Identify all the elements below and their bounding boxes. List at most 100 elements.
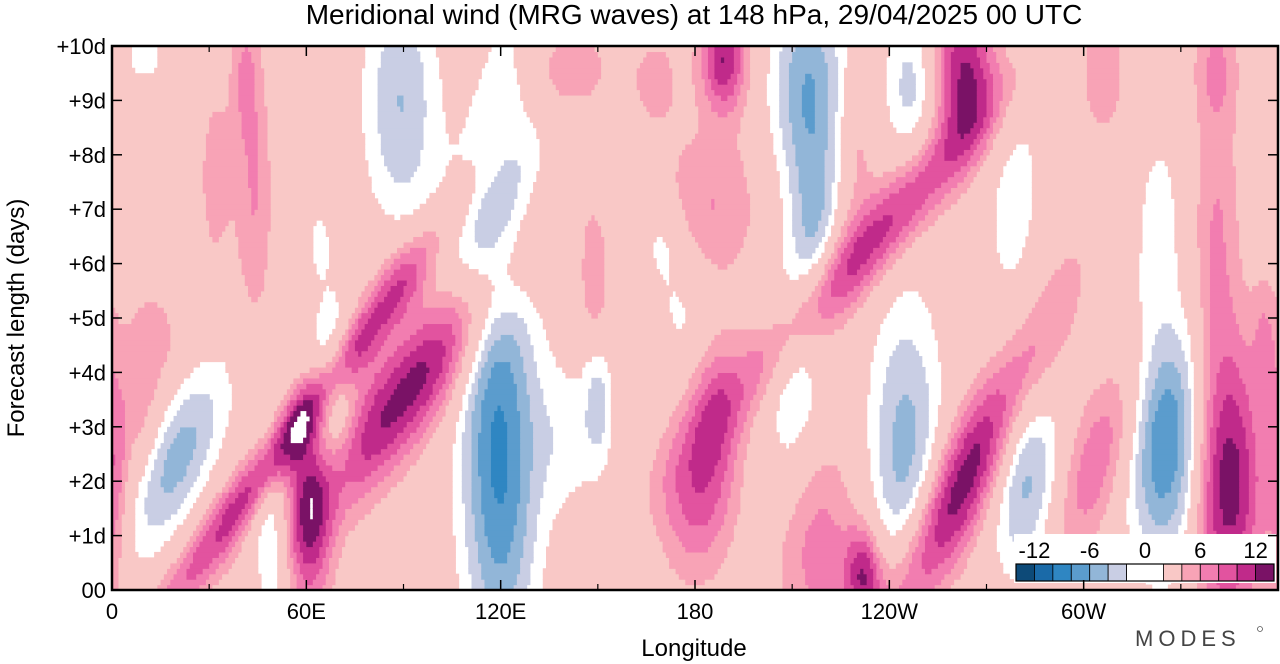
contour-cell (1077, 481, 1104, 488)
contour-cell (163, 464, 188, 471)
contour-cell (1090, 100, 1117, 107)
contour-cell (992, 138, 1201, 145)
contour-cell (847, 56, 887, 63)
contour-cell (1138, 448, 1143, 455)
contour-cell (374, 296, 385, 303)
contour-cell (490, 182, 518, 189)
contour-cell (432, 399, 443, 406)
contour-cell (316, 415, 324, 422)
contour-cell (905, 573, 945, 580)
contour-cell (1219, 105, 1237, 112)
contour-cell (711, 198, 716, 205)
contour-cell (950, 62, 962, 69)
contour-cell (231, 46, 246, 53)
contour-cell (316, 557, 324, 564)
contour-cell (1119, 394, 1140, 401)
contour-cell (390, 394, 418, 401)
contour-cell (465, 345, 479, 352)
contour-cell (445, 350, 453, 357)
contour-cell (824, 171, 835, 178)
contour-cell (727, 551, 784, 558)
contour-cell (740, 51, 745, 58)
contour-cell (510, 274, 583, 281)
contour-cell (1255, 502, 1279, 509)
contour-cell (737, 252, 784, 259)
contour-cell (924, 84, 936, 91)
contour-cell (944, 116, 949, 123)
contour-cell (908, 470, 920, 477)
contour-cell (983, 160, 1007, 167)
contour-cell (931, 568, 952, 575)
contour-cell (795, 508, 819, 515)
contour-cell (960, 448, 971, 455)
contour-cell (678, 192, 751, 199)
contour-cell (782, 133, 793, 140)
contour-cell (957, 84, 978, 91)
contour-cell (319, 394, 327, 401)
contour-cell (1200, 192, 1237, 199)
contour-cell (286, 399, 291, 406)
contour-cell (811, 405, 868, 412)
contour-cell (403, 356, 443, 363)
contour-cell (695, 437, 725, 444)
contour-cell (889, 502, 907, 509)
contour-cell (112, 78, 230, 85)
contour-cell (675, 530, 719, 537)
contour-cell (157, 301, 320, 308)
contour-cell (601, 307, 670, 314)
contour-cell (435, 51, 489, 58)
contour-cell (746, 100, 767, 107)
contour-cell (277, 535, 288, 542)
contour-cell (118, 377, 158, 384)
contour-cell (976, 116, 984, 123)
contour-cell (853, 285, 865, 292)
contour-cell (717, 78, 728, 85)
contour-cell (720, 481, 732, 488)
contour-cell (260, 492, 269, 499)
contour-cell (1080, 421, 1094, 428)
contour-cell (992, 492, 1004, 499)
contour-cell (494, 318, 524, 325)
contour-cell (989, 486, 994, 493)
contour-cell (1109, 492, 1130, 499)
contour-cell (484, 361, 495, 368)
contour-cell (743, 111, 771, 118)
contour-cell (513, 247, 586, 254)
contour-cell (912, 399, 929, 406)
contour-cell (720, 448, 732, 455)
contour-cell (957, 426, 965, 433)
contour-cell (863, 568, 874, 575)
contour-cell (1080, 459, 1111, 466)
contour-cell (931, 122, 939, 129)
contour-cell (801, 94, 816, 101)
contour-cell (947, 508, 958, 515)
contour-cell (999, 105, 1007, 112)
contour-cell (960, 573, 1010, 580)
contour-cell (516, 508, 528, 515)
contour-cell (976, 388, 997, 395)
contour-cell (202, 165, 249, 172)
contour-cell (821, 252, 832, 259)
contour-cell (701, 62, 709, 69)
contour-cell (967, 171, 978, 178)
contour-cell (348, 426, 356, 433)
contour-cell (986, 475, 994, 482)
contour-cell (792, 214, 803, 221)
contour-cell (688, 383, 699, 390)
contour-cell (1216, 377, 1243, 384)
contour-cell (1200, 165, 1237, 172)
contour-cell (675, 486, 696, 493)
contour-cell (1119, 67, 1195, 74)
contour-cell (222, 502, 230, 509)
contour-cell (257, 198, 272, 205)
contour-cell (539, 149, 683, 156)
contour-cell (468, 334, 482, 341)
contour-cell (701, 410, 732, 417)
contour-cell (1154, 377, 1182, 384)
contour-cell (167, 454, 194, 461)
contour-cell (1054, 475, 1069, 482)
contour-cell (422, 339, 443, 346)
contour-cell (889, 361, 923, 368)
contour-cell (892, 426, 916, 433)
contour-cell (750, 399, 761, 406)
